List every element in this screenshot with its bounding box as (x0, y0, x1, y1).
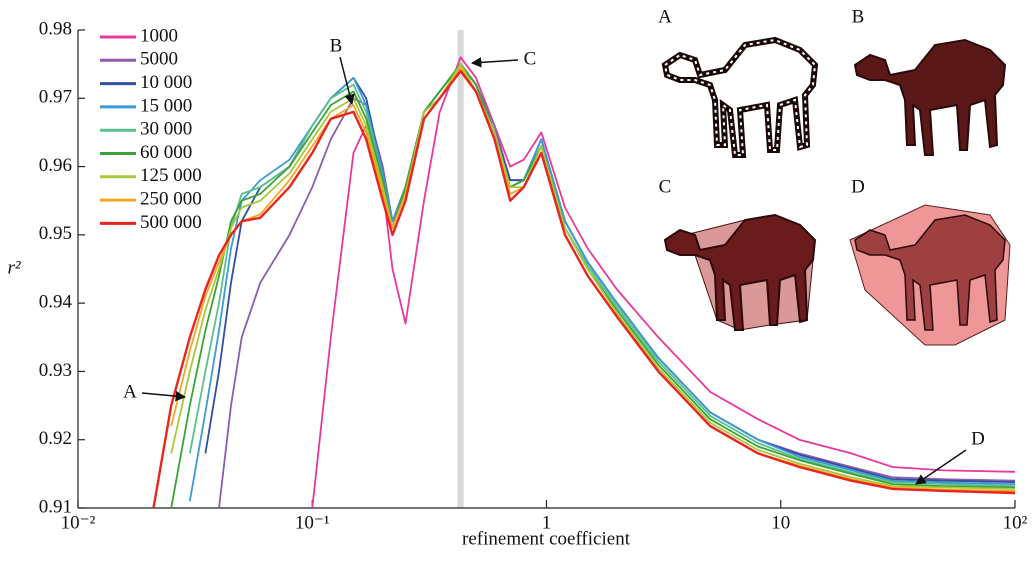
inset-c (663, 214, 816, 331)
annotation-label: A (123, 381, 137, 402)
inset-a (665, 40, 815, 155)
inset-label: C (659, 176, 672, 197)
annotation-label: B (330, 35, 343, 56)
annotation-label: D (971, 428, 985, 449)
x-tick-label: 10⁻¹ (295, 512, 330, 533)
inset-label: B (852, 6, 865, 27)
y-tick-label: 0.91 (39, 496, 72, 517)
legend-label: 30 000 (140, 119, 192, 140)
x-tick-label: 10⁻² (61, 512, 96, 533)
annotation-arrow (915, 449, 967, 485)
legend-label: 60 000 (140, 142, 192, 163)
x-tick-label: 10 (771, 512, 790, 533)
series-line (152, 69, 1015, 508)
y-tick-label: 0.92 (39, 428, 72, 449)
legend-label: 250 000 (140, 188, 202, 209)
y-tick-label: 0.97 (39, 87, 72, 108)
legend-label: 500 000 (140, 212, 202, 233)
plot-lines (152, 56, 1015, 508)
y-tick-label: 0.96 (39, 155, 72, 176)
inset-d (849, 204, 1011, 346)
legend-label: 15 000 (140, 95, 192, 116)
annotation-label: C (524, 48, 537, 69)
series-line (170, 63, 1015, 508)
inset-b (854, 39, 1006, 156)
y-tick-label: 0.98 (39, 18, 72, 39)
y-tick-label: 0.95 (39, 223, 72, 244)
legend-label: 5000 (140, 49, 178, 70)
legend-label: 10 000 (140, 72, 192, 93)
legend-label: 1000 (140, 25, 178, 46)
annotation-arrow (339, 56, 355, 106)
x-tick-label: 1 (542, 512, 552, 533)
y-axis-title: r² (7, 257, 20, 278)
x-tick-label: 10² (1003, 512, 1028, 533)
y-tick-label: 0.93 (39, 360, 72, 381)
legend-label: 125 000 (140, 165, 202, 186)
series-line (170, 63, 1015, 490)
x-axis-title: refinement coefficient (462, 528, 631, 549)
annotation-arrow (470, 57, 519, 68)
inset-label: A (658, 6, 672, 27)
inset-label: D (851, 176, 865, 197)
y-tick-label: 0.94 (39, 292, 73, 313)
annotation-arrow (141, 390, 187, 402)
